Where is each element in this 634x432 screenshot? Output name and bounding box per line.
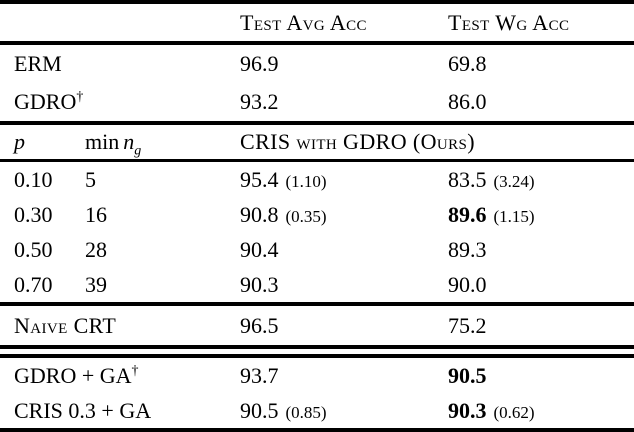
min-ng-value: 39 [85, 271, 107, 297]
std-dev: (1.10) [285, 171, 327, 191]
row-cris-ga: CRIS 0.3 + GA 90.5 (0.85) 90.3 (0.62) [0, 393, 634, 430]
method-label-cris-ga: CRIS 0.3 + GA [14, 397, 152, 423]
std-dev: (3.24) [493, 171, 535, 191]
min-ng-value: 5 [85, 159, 240, 197]
min-ng-value: 16 [85, 201, 107, 227]
p-value: 0.10 [0, 159, 85, 197]
wg-acc-cell: 89.3 [448, 236, 487, 262]
method-label-naive-crt: Naive CRT [0, 302, 240, 352]
row-gdro: GDRO† 93.2 86.0 [0, 83, 634, 123]
dagger-mark: † [76, 89, 84, 105]
wg-acc-cell: 83.5 (3.24) [448, 159, 634, 197]
gdro-wg-acc: 86.0 [448, 89, 487, 114]
cris-row-0: 0.10 5 95.4 (1.10) 83.5 (3.24) [0, 159, 634, 197]
row-naive-crt: Naive CRT 96.5 75.2 [0, 302, 634, 352]
gdro-ga-wg-acc: 90.5 [448, 345, 634, 393]
column-header-min-ng: min ng [85, 121, 240, 161]
p-value: 0.70 [14, 271, 53, 297]
table-header-row: Test Avg Acc Test Wg Acc [0, 2, 634, 43]
naive-avg-acc: 96.5 [240, 302, 448, 352]
header-empty-cell-1 [0, 2, 85, 43]
std-dev: (0.62) [493, 402, 535, 422]
dagger-mark: † [131, 363, 139, 379]
method-label-erm: ERM [0, 41, 240, 83]
wg-acc-cell: 89.6 (1.15) [448, 201, 535, 227]
row-gdro-ga: GDRO + GA† 93.7 90.5 [0, 345, 634, 393]
avg-acc-cell: 90.8 (0.35) [240, 201, 327, 227]
header-empty-cell-2 [85, 2, 240, 43]
row-erm: ERM 96.9 69.8 [0, 41, 634, 83]
std-dev: (1.15) [493, 206, 535, 226]
gdro-avg-acc: 93.2 [240, 89, 279, 114]
column-header-test-avg-acc: Test Avg Acc [240, 9, 367, 35]
avg-acc-cell: 95.4 (1.10) [240, 159, 448, 197]
avg-acc-cell: 90.4 [240, 236, 279, 262]
std-dev: (0.85) [285, 402, 327, 422]
cris-row-1: 0.30 16 90.8 (0.35) 89.6 (1.15) [0, 197, 634, 232]
naive-wg-acc: 75.2 [448, 302, 634, 352]
cris-row-3: 0.70 39 90.3 90.0 [0, 267, 634, 304]
cris-ga-avg-acc: 90.5 (0.85) [240, 397, 327, 423]
column-header-p: p [0, 121, 85, 161]
wg-acc-cell: 90.0 [448, 271, 487, 297]
p-value: 0.30 [14, 201, 53, 227]
erm-avg-acc: 96.9 [240, 41, 448, 83]
method-label-gdro-ga: GDRO + GA† [0, 345, 240, 393]
gdro-ga-avg-acc: 93.7 [240, 345, 448, 393]
std-dev: (0.35) [285, 206, 327, 226]
section-title-cris-with-gdro: CRIS with GDRO (Ours) [240, 121, 634, 161]
cris-ga-wg-acc: 90.3 (0.62) [448, 397, 535, 423]
method-label-gdro: GDRO† [14, 89, 84, 114]
min-ng-value: 28 [85, 236, 107, 262]
avg-acc-cell: 90.3 [240, 271, 279, 297]
column-header-test-wg-acc: Test Wg Acc [448, 9, 570, 35]
cris-row-2: 0.50 28 90.4 89.3 [0, 232, 634, 267]
erm-wg-acc: 69.8 [448, 41, 634, 83]
section-header-row: p min ng CRIS with GDRO (Ours) [0, 121, 634, 161]
p-value: 0.50 [14, 236, 53, 262]
